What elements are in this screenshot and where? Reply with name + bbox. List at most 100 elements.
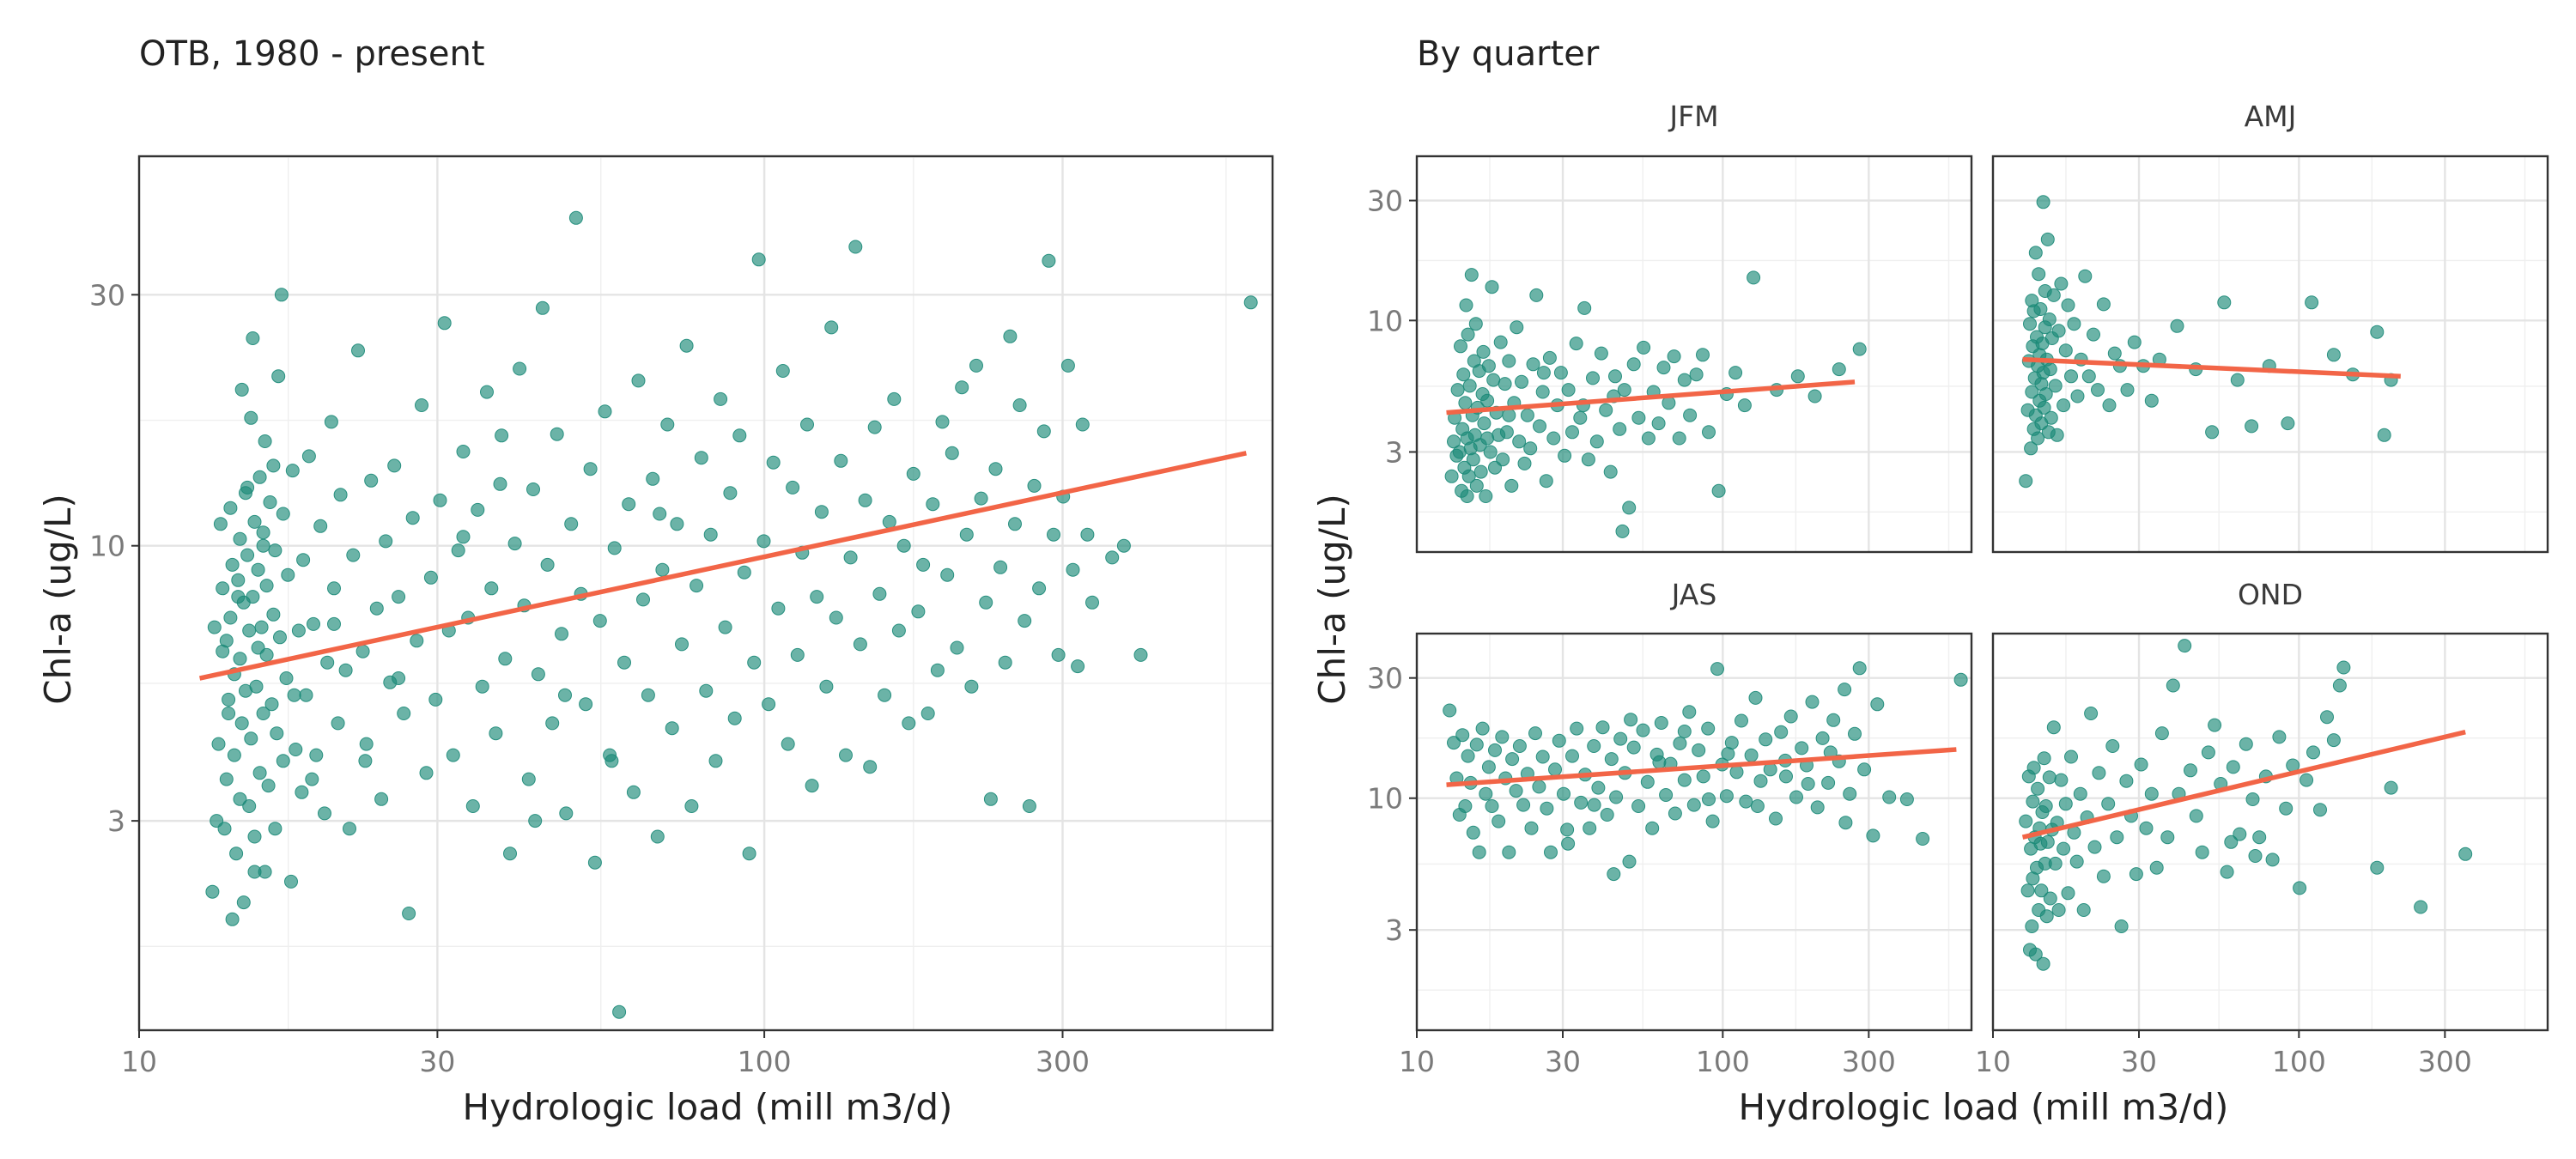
jfm-data-point — [1529, 288, 1544, 302]
left-data-point — [1032, 581, 1047, 596]
ond-data-point — [2201, 745, 2215, 760]
left-data-point — [252, 766, 267, 780]
left-data-point — [233, 531, 247, 546]
jas-x-tick-label: 100 — [1696, 1045, 1750, 1078]
amj-data-point — [2305, 295, 2319, 310]
left-data-point — [521, 772, 536, 786]
left-data-point — [891, 623, 906, 638]
ond-data-point — [2026, 761, 2041, 775]
jas-data-point — [1701, 721, 1716, 736]
left-data-point — [930, 663, 945, 677]
left-data-point — [268, 543, 283, 558]
jfm-data-point — [1476, 344, 1491, 359]
left-data-point — [259, 579, 274, 593]
left-data-point — [641, 688, 655, 702]
jas-data-point — [1748, 690, 1763, 705]
left-data-point — [1027, 478, 1042, 493]
jfm-data-point — [1523, 441, 1538, 456]
left-data-point — [598, 404, 612, 419]
left-trend-line — [198, 451, 1247, 681]
ond-data-point — [2166, 678, 2180, 693]
ond-data-point — [2320, 710, 2334, 725]
ond-panel-border — [1991, 632, 2549, 1032]
jas-data-point — [1502, 845, 1516, 859]
left-data-point — [271, 369, 286, 384]
left-data-point — [863, 760, 878, 774]
left-data-point — [714, 391, 728, 406]
jfm-data-point — [1485, 280, 1499, 294]
jas-panel-border — [1415, 632, 1973, 1032]
left-data-point — [766, 455, 781, 470]
left-data-point — [231, 573, 246, 587]
jas-data-point — [1692, 743, 1706, 757]
left-data-point — [607, 541, 622, 555]
left-data-point — [993, 560, 1008, 574]
jas-data-point — [1624, 713, 1638, 727]
left-data-point — [848, 240, 863, 254]
jfm-data-point — [1608, 369, 1622, 384]
left-data-point — [988, 462, 1003, 476]
facet-jas: JAS 10 30 100 300 3 10 30 — [1367, 578, 1973, 1078]
jas-data-point — [1857, 762, 1872, 777]
left-data-point — [959, 527, 974, 542]
jas-data-point — [1548, 762, 1562, 777]
left-data-point — [489, 726, 503, 741]
facet-jfm: JFM 3 10 30 — [1367, 100, 1973, 554]
amj-data-point — [2023, 317, 2037, 331]
ond-data-point — [2272, 730, 2287, 744]
jfm-data-point — [1589, 434, 1604, 449]
ond-data-point — [2370, 860, 2385, 875]
jas-data-point — [1613, 731, 1628, 746]
amj-data-point — [2048, 379, 2063, 393]
ond-data-point — [2149, 860, 2164, 875]
left-data-point — [320, 655, 335, 670]
left-data-point — [222, 707, 236, 720]
left-data-point — [626, 785, 641, 799]
left-data-point — [878, 688, 892, 702]
jfm-data-point — [1481, 359, 1496, 373]
ond-x-tick-label: 30 — [2121, 1045, 2157, 1078]
left-data-point — [1105, 550, 1120, 565]
jas-data-point — [1540, 801, 1554, 816]
amj-data-point — [2057, 398, 2071, 413]
ond-data-point — [2326, 733, 2341, 748]
ond-data-point — [2458, 846, 2473, 861]
ond-data-point — [2031, 781, 2045, 796]
amj-data-point — [2087, 327, 2100, 342]
jfm-data-point — [1613, 422, 1627, 436]
ond-trend-line — [2021, 730, 2466, 840]
left-data-point — [274, 288, 289, 302]
amj-data-point — [2042, 313, 2057, 326]
jfm-data-point — [1565, 425, 1579, 440]
left-data-point — [775, 364, 790, 378]
left-data-point — [1133, 647, 1148, 662]
jas-data-point — [1466, 825, 1480, 840]
amj-data-point — [2245, 419, 2259, 434]
left-data-point — [273, 630, 287, 645]
jfm-data-point — [1473, 464, 1488, 479]
left-data-point — [1042, 253, 1056, 268]
jas-data-point — [1753, 774, 1768, 788]
left-data-point — [236, 895, 251, 910]
jas-data-point — [1583, 821, 1597, 835]
jfm-data-point — [1512, 434, 1527, 449]
left-data-point — [333, 488, 348, 502]
left-data-point — [254, 620, 269, 634]
left-data-point — [296, 553, 311, 567]
left-data-point — [252, 470, 267, 484]
left-data-point — [786, 480, 800, 495]
amj-data-point — [2120, 383, 2135, 397]
amj-data-point — [2230, 373, 2245, 387]
left-data-point — [268, 822, 283, 836]
amj-data-point — [2107, 346, 2122, 361]
left-panel-border — [137, 155, 1274, 1032]
jfm-data-point — [1468, 317, 1483, 331]
left-data-point — [397, 707, 411, 720]
jfm-data-point — [1656, 361, 1671, 375]
left-data-point — [471, 502, 485, 517]
jfm-data-point — [1479, 489, 1493, 503]
left-data-point — [231, 590, 246, 604]
jas-data-point — [1654, 716, 1668, 730]
facet-ond: OND 10 30 100 300 — [1975, 578, 2549, 1078]
left-data-point — [351, 343, 365, 358]
